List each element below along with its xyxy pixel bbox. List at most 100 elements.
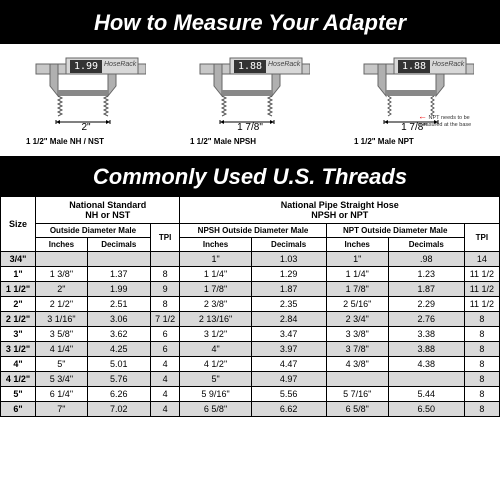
- col-ns-tpi: TPI: [150, 224, 180, 252]
- cell-ns-dec: 1.37: [87, 267, 150, 282]
- cell-npsh-in: 5 9/16": [180, 387, 251, 402]
- caliper-brand: HoseRack: [268, 61, 300, 68]
- cell-ns-tpi: 6: [150, 327, 180, 342]
- table-row: 2 1/2" 3 1/16" 3.06 7 1/2 2 13/16" 2.84 …: [1, 312, 500, 327]
- cell-npsh-dec: 4.97: [251, 372, 326, 387]
- cell-npsh-in: 2 13/16": [180, 312, 251, 327]
- cell-npt-in: 1 7/8": [326, 282, 388, 297]
- cell-npt-in: 6 5/8": [326, 402, 388, 417]
- cell-npt-dec: 3.38: [388, 327, 464, 342]
- cell-npt-dec: 3.88: [388, 342, 464, 357]
- table-row: 5" 6 1/4" 6.26 4 5 9/16" 5.56 5 7/16" 5.…: [1, 387, 500, 402]
- cell-npt-dec: [388, 372, 464, 387]
- cell-ns-in: 1 3/8": [36, 267, 88, 282]
- cell-ns-dec: 7.02: [87, 402, 150, 417]
- cell-np-tpi: 8: [464, 327, 499, 342]
- cell-npt-in: [326, 372, 388, 387]
- cell-size: 4 1/2": [1, 372, 36, 387]
- cell-ns-in: 2 1/2": [36, 297, 88, 312]
- cell-ns-tpi: 6: [150, 342, 180, 357]
- cell-npsh-dec: 6.62: [251, 402, 326, 417]
- cell-size: 3/4": [1, 252, 36, 267]
- caliper-icon: 1.99 HoseRack: [26, 56, 146, 126]
- table-row: 3 1/2" 4 1/4" 4.25 6 4" 3.97 3 7/8" 3.88…: [1, 342, 500, 357]
- col-npt-in: Inches: [326, 238, 388, 252]
- thread-type-label: 1 1/2" Male NPSH: [190, 137, 310, 146]
- cell-ns-dec: 6.26: [87, 387, 150, 402]
- table-row: 1 1/2" 2" 1.99 9 1 7/8" 1.87 1 7/8" 1.87…: [1, 282, 500, 297]
- cell-npsh-in: 1 7/8": [180, 282, 251, 297]
- cell-npsh-in: 3 1/2": [180, 327, 251, 342]
- cell-np-tpi: 8: [464, 342, 499, 357]
- thread-type-label: 1 1/2" Male NH / NST: [26, 137, 146, 146]
- cell-ns-tpi: 4: [150, 372, 180, 387]
- cell-npsh-dec: 1.87: [251, 282, 326, 297]
- cell-ns-tpi: 4: [150, 402, 180, 417]
- diagram-row: 1.99 HoseRack 2" 1 1/2" Male NH / NST 1.…: [0, 44, 500, 152]
- cell-size: 1 1/2": [1, 282, 36, 297]
- cell-npsh-in: 5": [180, 372, 251, 387]
- cell-size: 2 1/2": [1, 312, 36, 327]
- cell-npsh-dec: 3.47: [251, 327, 326, 342]
- cell-size: 3": [1, 327, 36, 342]
- diagram-2: 1.88 HoseRack 1 7/8" 1 1/2" Male NPT ← N…: [354, 56, 474, 146]
- cell-npt-dec: 1.23: [388, 267, 464, 282]
- cell-ns-dec: 4.25: [87, 342, 150, 357]
- table-row: 6" 7" 7.02 4 6 5/8" 6.62 6 5/8" 6.50 8: [1, 402, 500, 417]
- cell-size: 5": [1, 387, 36, 402]
- table-row: 2" 2 1/2" 2.51 8 2 3/8" 2.35 2 5/16" 2.2…: [1, 297, 500, 312]
- cell-np-tpi: 8: [464, 312, 499, 327]
- cell-npt-in: 3 3/8": [326, 327, 388, 342]
- cell-ns-tpi: 4: [150, 387, 180, 402]
- cell-ns-in: [36, 252, 88, 267]
- table-row: 4 1/2" 5 3/4" 5.76 4 5" 4.97 8: [1, 372, 500, 387]
- cell-np-tpi: 8: [464, 372, 499, 387]
- caliper-reading: 1.88: [234, 60, 266, 73]
- col-npsh-od: NPSH Outside Diameter Male: [180, 224, 326, 238]
- cell-ns-tpi: 4: [150, 357, 180, 372]
- cell-ns-dec: 1.99: [87, 282, 150, 297]
- cell-ns-dec: 3.06: [87, 312, 150, 327]
- cell-ns-in: 5 3/4": [36, 372, 88, 387]
- cell-npt-dec: 1.87: [388, 282, 464, 297]
- title-threads: Commonly Used U.S. Threads: [0, 156, 500, 196]
- cell-npt-dec: 6.50: [388, 402, 464, 417]
- cell-npsh-in: 6 5/8": [180, 402, 251, 417]
- col-npsh-dec: Decimals: [251, 238, 326, 252]
- caliper-brand: HoseRack: [104, 61, 136, 68]
- table-body: 3/4" 1" 1.03 1" .98 14 1" 1 3/8" 1.37 8 …: [1, 252, 500, 417]
- cell-size: 4": [1, 357, 36, 372]
- table-row: 1" 1 3/8" 1.37 8 1 1/4" 1.29 1 1/4" 1.23…: [1, 267, 500, 282]
- cell-npsh-in: 1 1/4": [180, 267, 251, 282]
- cell-ns-tpi: 8: [150, 267, 180, 282]
- cell-npt-dec: 4.38: [388, 357, 464, 372]
- cell-ns-in: 4 1/4": [36, 342, 88, 357]
- cell-ns-dec: 3.62: [87, 327, 150, 342]
- cell-npt-in: 1 1/4": [326, 267, 388, 282]
- cell-npt-in: 5 7/16": [326, 387, 388, 402]
- col-group-npsh-npt: National Pipe Straight HoseNPSH or NPT: [180, 197, 500, 224]
- cell-size: 2": [1, 297, 36, 312]
- col-np-tpi: TPI: [464, 224, 499, 252]
- cell-np-tpi: 11 1/2: [464, 267, 499, 282]
- cell-ns-dec: 5.76: [87, 372, 150, 387]
- cell-ns-in: 3 1/16": [36, 312, 88, 327]
- caliper-brand: HoseRack: [432, 61, 464, 68]
- arrow-icon: ←: [418, 111, 427, 121]
- col-group-ns: National StandardNH or NST: [36, 197, 180, 224]
- threads-table: Size National StandardNH or NST National…: [0, 196, 500, 417]
- cell-np-tpi: 8: [464, 357, 499, 372]
- cell-npt-dec: 2.29: [388, 297, 464, 312]
- cell-npsh-dec: 1.29: [251, 267, 326, 282]
- cell-npsh-dec: 2.35: [251, 297, 326, 312]
- cell-size: 3 1/2": [1, 342, 36, 357]
- cell-npt-in: 2 3/4": [326, 312, 388, 327]
- cell-npt-in: 3 7/8": [326, 342, 388, 357]
- cell-np-tpi: 11 1/2: [464, 297, 499, 312]
- title-measure: How to Measure Your Adapter: [0, 0, 500, 44]
- cell-npt-dec: .98: [388, 252, 464, 267]
- cell-npsh-dec: 1.03: [251, 252, 326, 267]
- cell-npsh-in: 4": [180, 342, 251, 357]
- col-npt-dec: Decimals: [388, 238, 464, 252]
- diagram-0: 1.99 HoseRack 2" 1 1/2" Male NH / NST: [26, 56, 146, 146]
